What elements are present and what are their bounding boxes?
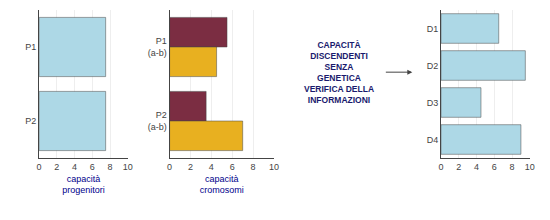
svg-text:0: 0 [167, 162, 172, 172]
svg-text:D1: D1 [427, 24, 439, 34]
svg-text:6: 6 [230, 162, 235, 172]
svg-text:2: 2 [54, 162, 59, 172]
svg-text:8: 8 [108, 162, 113, 172]
svg-text:CAPACITÀDISCENDENTISENZAGENETI: CAPACITÀDISCENDENTISENZAGENETICAVERIFICA… [304, 40, 374, 105]
svg-text:P2: P2 [25, 116, 36, 126]
svg-text:6: 6 [492, 162, 497, 172]
svg-text:4: 4 [72, 162, 77, 172]
svg-text:capacitàprogenitori: capacitàprogenitori [62, 174, 105, 196]
svg-text:10: 10 [525, 162, 535, 172]
svg-text:4: 4 [474, 162, 479, 172]
svg-text:4: 4 [209, 162, 214, 172]
svg-text:D2: D2 [427, 61, 439, 71]
svg-text:0: 0 [37, 162, 42, 172]
svg-text:2: 2 [188, 162, 193, 172]
svg-text:2: 2 [456, 162, 461, 172]
svg-text:6: 6 [90, 162, 95, 172]
svg-text:P2(a-b): P2(a-b) [148, 110, 167, 132]
svg-text:8: 8 [251, 162, 256, 172]
svg-text:8: 8 [510, 162, 515, 172]
svg-text:0: 0 [439, 162, 444, 172]
svg-text:D4: D4 [427, 135, 439, 145]
svg-text:D3: D3 [427, 98, 439, 108]
svg-text:P1: P1 [25, 42, 36, 52]
svg-text:10: 10 [123, 162, 133, 172]
svg-text:capacitàcromosomi: capacitàcromosomi [200, 174, 244, 196]
svg-text:P1(a-b): P1(a-b) [148, 36, 167, 58]
svg-text:10: 10 [269, 162, 279, 172]
